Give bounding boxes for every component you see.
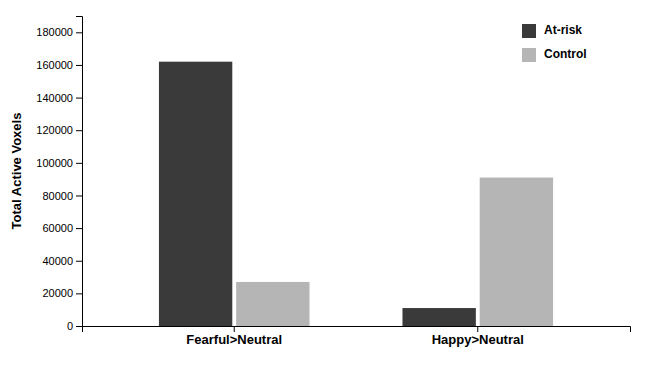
bar-series bbox=[159, 62, 476, 326]
y-axis-title: Total Active Voxels bbox=[9, 113, 24, 230]
legend-label: At-risk bbox=[544, 23, 582, 37]
y-tick: 0 bbox=[67, 320, 82, 332]
legend-swatch bbox=[522, 24, 536, 38]
legend-item: Control bbox=[522, 47, 587, 62]
y-axis: 0 20000 40000 60000 80000 100000 120000 140000 1… bbox=[36, 17, 82, 333]
y-tick-label: 140000 bbox=[36, 92, 73, 104]
y-tick-label: 100000 bbox=[36, 157, 73, 169]
y-tick: 140000 bbox=[36, 92, 82, 104]
bar bbox=[402, 308, 475, 326]
y-tick-label: 180000 bbox=[36, 26, 73, 38]
y-tick-label: 120000 bbox=[36, 124, 73, 136]
y-tick-label: 0 bbox=[67, 320, 73, 332]
x-tick-label: Fearful>Neutral bbox=[186, 332, 282, 347]
x-tick: Happy>Neutral bbox=[432, 326, 524, 347]
y-tick-mark bbox=[76, 130, 82, 131]
plot: 0 20000 40000 60000 80000 100000 120000 140000 1… bbox=[36, 17, 630, 348]
bar bbox=[236, 282, 309, 326]
y-tick-mark bbox=[76, 326, 82, 327]
bar bbox=[159, 62, 232, 326]
y-tick: 180000 bbox=[36, 26, 82, 38]
y-tick-mark bbox=[76, 32, 82, 33]
y-tick-label: 160000 bbox=[36, 59, 73, 71]
y-tick-label: 80000 bbox=[42, 189, 73, 201]
legend-label: Control bbox=[544, 47, 587, 61]
x-tick-mark bbox=[234, 326, 235, 332]
y-tick: 60000 bbox=[42, 222, 82, 234]
x-tick-label: Happy>Neutral bbox=[432, 332, 524, 347]
legend-item: At-risk bbox=[522, 23, 582, 38]
y-tick-mark bbox=[76, 163, 82, 164]
y-tick-label: 60000 bbox=[42, 222, 73, 234]
y-tick-mark bbox=[76, 98, 82, 99]
y-tick: 120000 bbox=[36, 124, 82, 136]
y-axis-line bbox=[76, 17, 83, 327]
bar-series bbox=[236, 178, 553, 326]
chart: 0 20000 40000 60000 80000 100000 120000 140000 1… bbox=[0, 0, 646, 368]
bars bbox=[159, 62, 553, 326]
legend-swatch bbox=[522, 48, 536, 62]
y-tick: 100000 bbox=[36, 157, 82, 169]
y-tick: 80000 bbox=[42, 189, 82, 201]
x-axis: Fearful>Neutral Happy>Neutral bbox=[83, 326, 631, 347]
y-tick-mark bbox=[76, 228, 82, 229]
y-tick-label: 40000 bbox=[42, 255, 73, 267]
y-tick-label: 20000 bbox=[42, 287, 73, 299]
y-tick-mark bbox=[76, 293, 82, 294]
y-tick-mark bbox=[76, 195, 82, 196]
x-tick-mark bbox=[477, 326, 478, 332]
y-tick: 40000 bbox=[42, 255, 82, 267]
legend: At-risk Control bbox=[522, 23, 587, 62]
y-tick-mark bbox=[76, 65, 82, 66]
y-tick: 20000 bbox=[42, 287, 82, 299]
y-tick-mark bbox=[76, 261, 82, 262]
x-axis-line bbox=[83, 327, 631, 333]
bar bbox=[480, 178, 553, 326]
x-tick: Fearful>Neutral bbox=[186, 326, 282, 347]
y-tick: 160000 bbox=[36, 59, 82, 71]
